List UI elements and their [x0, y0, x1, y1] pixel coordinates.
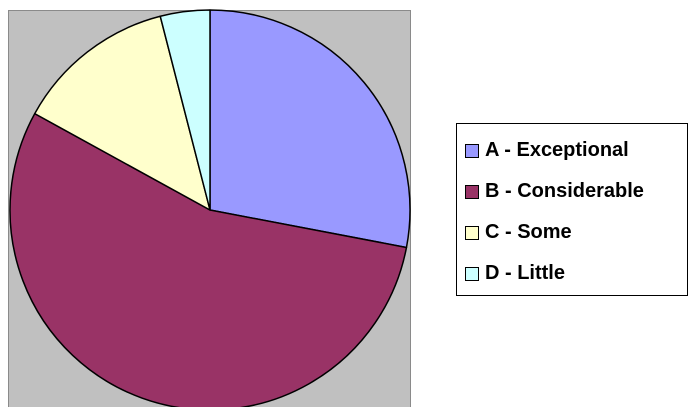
legend-swatch-a [465, 143, 479, 158]
pie-slice-c [33, 15, 211, 211]
pie-slice-a [209, 9, 411, 249]
legend-label-a: A - Exceptional [485, 139, 629, 161]
legend-label-b: B - Considerable [485, 180, 644, 202]
legend-swatch-b [465, 184, 479, 199]
legend-label-c: C - Some [485, 221, 572, 243]
legend-item-b: B - Considerable [457, 171, 687, 212]
pie-slice-b [9, 112, 408, 407]
legend-swatch-c [465, 225, 479, 240]
legend-swatch-d [465, 266, 479, 281]
legend-item-c: C - Some [457, 212, 687, 253]
legend-item-d: D - Little [457, 253, 687, 294]
legend-item-a: A - Exceptional [457, 130, 687, 171]
legend: A - Exceptional B - Considerable C - Som… [456, 123, 688, 296]
pie-slice-d [159, 9, 211, 211]
legend-label-d: D - Little [485, 262, 565, 284]
